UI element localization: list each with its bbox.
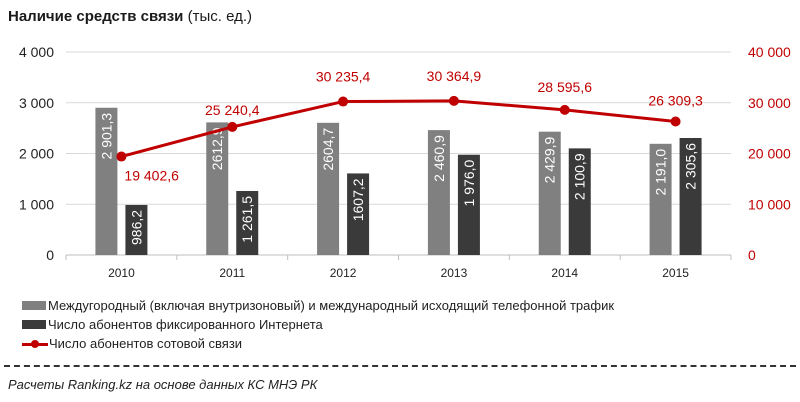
legend-label: Число абонентов фиксированного Интернета <box>48 317 323 332</box>
bar-value-label: 2604,7 <box>320 128 336 171</box>
right-axis-tick-label: 20 000 <box>748 146 791 162</box>
line-marker <box>116 151 127 162</box>
line-value-label: 26 309,3 <box>648 92 703 108</box>
combo-chart: 0 1 000 2 000 3 000 4 000 0 10 000 20 000 30 00… <box>19 44 791 280</box>
bar-long-distance-traffic <box>317 122 340 255</box>
bar-value-label: 986,2 <box>128 210 144 245</box>
bar-value-label: 2612,9 <box>209 127 225 170</box>
legend-swatch-line-marker-icon <box>22 338 48 350</box>
line-series: 19 402,6 25 240,4 30 235,4 30 364,9 28 595,6… <box>116 68 703 184</box>
bar-fixed-internet <box>568 148 591 255</box>
legend-label: Междугородный (включая внутризоновый) и … <box>48 298 615 313</box>
bar-long-distance-traffic <box>649 143 672 255</box>
chart-title-main: Наличие средств связи <box>8 8 184 25</box>
left-axis-tick-label: 2 000 <box>19 146 54 162</box>
x-axis-tick-label: 2014 <box>551 266 578 280</box>
line-marker <box>670 116 681 127</box>
chart-title-unit: (тыс. ед.) <box>187 8 253 25</box>
bar-value-label: 1 261,5 <box>239 196 255 243</box>
bar-fixed-internet <box>236 190 259 255</box>
legend: Междугородный (включая внутризоновый) и … <box>22 296 614 353</box>
line-marker <box>338 96 349 107</box>
bar-value-label: 2 100,9 <box>572 153 588 200</box>
bar-long-distance-traffic <box>95 107 118 255</box>
x-axis-tick-label: 2012 <box>330 266 357 280</box>
bar-value-label: 2 191,0 <box>653 149 669 196</box>
bar-long-distance-traffic <box>206 122 229 255</box>
line-marker <box>559 104 570 115</box>
x-axis-tick-label: 2011 <box>219 266 245 280</box>
bar-value-label: 2 460,9 <box>431 135 447 182</box>
mobile-subscribers-line <box>121 99 676 158</box>
line-value-label: 19 402,6 <box>124 168 179 184</box>
right-axis-tick-label: 0 <box>748 247 756 263</box>
chart-title: Наличие средств связи (тыс. ед.) <box>8 8 252 25</box>
right-axis-tick-label: 10 000 <box>748 196 791 212</box>
line-value-label: 30 235,4 <box>316 69 371 85</box>
x-axis-tick-label: 2010 <box>108 266 135 280</box>
left-axis-tick-label: 1 000 <box>19 196 54 212</box>
left-axis-tick-label: 0 <box>46 247 54 263</box>
gridlines <box>66 51 731 205</box>
bar-long-distance-traffic <box>427 130 450 255</box>
bar-long-distance-traffic <box>538 131 561 255</box>
left-axis-tick-label: 4 000 <box>19 44 54 60</box>
dashed-divider <box>4 365 796 367</box>
bar-fixed-internet <box>679 137 702 255</box>
line-value-label: 28 595,6 <box>538 79 593 95</box>
right-axis-tick-label: 40 000 <box>748 44 791 60</box>
bar-value-label: 2 305,6 <box>683 143 699 190</box>
line-value-label: 30 364,9 <box>427 68 482 84</box>
legend-swatch-dark-bar <box>22 320 46 329</box>
bar-value-label: 2 901,3 <box>98 113 114 160</box>
bar-fixed-internet <box>125 204 148 255</box>
source-note: Расчеты Ranking.kz на основе данных КС М… <box>8 377 318 392</box>
bar-value-label: 1 976,0 <box>461 160 477 207</box>
legend-item-long-distance-traffic: Междугородный (включая внутризоновый) и … <box>22 296 614 315</box>
legend-item-fixed-internet: Число абонентов фиксированного Интернета <box>22 315 614 334</box>
left-axis-tick-label: 3 000 <box>19 95 54 111</box>
x-axis-tick-label: 2015 <box>662 266 689 280</box>
bar-fixed-internet <box>347 173 370 255</box>
bar-fixed-internet <box>457 154 480 255</box>
line-marker <box>448 95 459 106</box>
bar-value-label: 1607,2 <box>350 178 366 221</box>
x-axis-tick-label: 2013 <box>441 266 468 280</box>
right-axis: 0 10 000 20 000 30 000 40 000 <box>748 44 791 263</box>
x-axis: 2010 2011 2012 2013 2014 2015 <box>65 254 732 280</box>
line-value-label: 25 240,4 <box>205 102 260 118</box>
bar-value-label: 2 429,9 <box>542 136 558 183</box>
legend-label: Число абонентов сотовой связи <box>49 336 243 351</box>
legend-swatch-light-bar <box>22 301 46 310</box>
line-marker <box>227 121 238 132</box>
legend-item-mobile-subscribers: Число абонентов сотовой связи <box>22 334 614 353</box>
bar-series: 2 901,3 2612,9 2604,7 2 460,9 2 429,9 2 191,0… <box>95 107 702 255</box>
right-axis-tick-label: 30 000 <box>748 95 791 111</box>
left-axis: 0 1 000 2 000 3 000 4 000 <box>19 44 54 263</box>
